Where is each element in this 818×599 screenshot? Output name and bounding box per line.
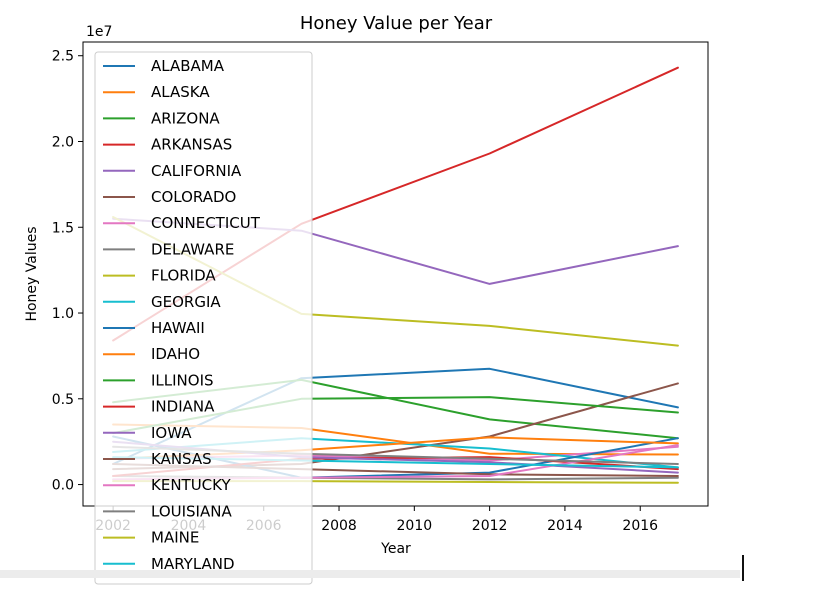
chart-title: Honey Value per Year xyxy=(300,13,493,34)
y-tick-label: 1.0 xyxy=(52,306,74,322)
legend-label: KENTUCKY xyxy=(151,476,231,494)
legend-label: ALASKA xyxy=(151,83,210,101)
bottom-scrollbar[interactable] xyxy=(0,570,740,578)
y-tick-label: 2.0 xyxy=(52,134,74,150)
legend-label: IDAHO xyxy=(151,345,200,363)
legend-label: IOWA xyxy=(151,424,192,442)
legend-label: CALIFORNIA xyxy=(151,162,242,180)
legend-label: CONNECTICUT xyxy=(151,214,261,232)
legend-label: DELAWARE xyxy=(151,240,234,258)
legend-label: FLORIDA xyxy=(151,267,216,285)
y-axis-label: Honey Values xyxy=(24,226,40,321)
legend-label: MAINE xyxy=(151,529,199,547)
legend-label: INDIANA xyxy=(151,398,215,416)
legend-label: ARIZONA xyxy=(151,109,220,127)
legend-label: ARKANSAS xyxy=(151,136,232,154)
legend-label: KANSAS xyxy=(151,450,212,468)
x-tick-label: 2016 xyxy=(622,518,658,534)
legend-box xyxy=(94,51,313,585)
y-tick-label: 2.5 xyxy=(52,49,74,65)
legend-label: LOUISIANA xyxy=(151,502,232,520)
legend-label: COLORADO xyxy=(151,188,236,206)
x-tick-label: 2014 xyxy=(547,518,583,534)
y-axis: 0.0 0.5 1.0 1.5 2.0 2.5 xyxy=(52,49,83,494)
x-axis-label: Year xyxy=(380,541,411,557)
legend-label: ILLINOIS xyxy=(151,371,214,389)
plot-frame xyxy=(82,41,709,507)
x-tick-label: 2008 xyxy=(321,518,357,534)
y-tick-label: 0.5 xyxy=(52,392,74,408)
legend-label: HAWAII xyxy=(151,319,205,337)
x-tick-label: 2012 xyxy=(472,518,508,534)
text-cursor xyxy=(742,555,744,581)
y-tick-label: 0.0 xyxy=(52,478,74,494)
legend: ALABAMA ALASKA ARIZONA ARKANSAS CALIFORNIA CO… xyxy=(94,51,313,585)
legend-label: ALABAMA xyxy=(151,57,225,75)
y-tick-label: 1.5 xyxy=(52,220,74,236)
y-scale-multiplier: 1e7 xyxy=(86,24,112,40)
legend-label: MARYLAND xyxy=(151,555,235,573)
x-tick-label: 2010 xyxy=(397,518,433,534)
legend-label: GEORGIA xyxy=(151,293,221,311)
